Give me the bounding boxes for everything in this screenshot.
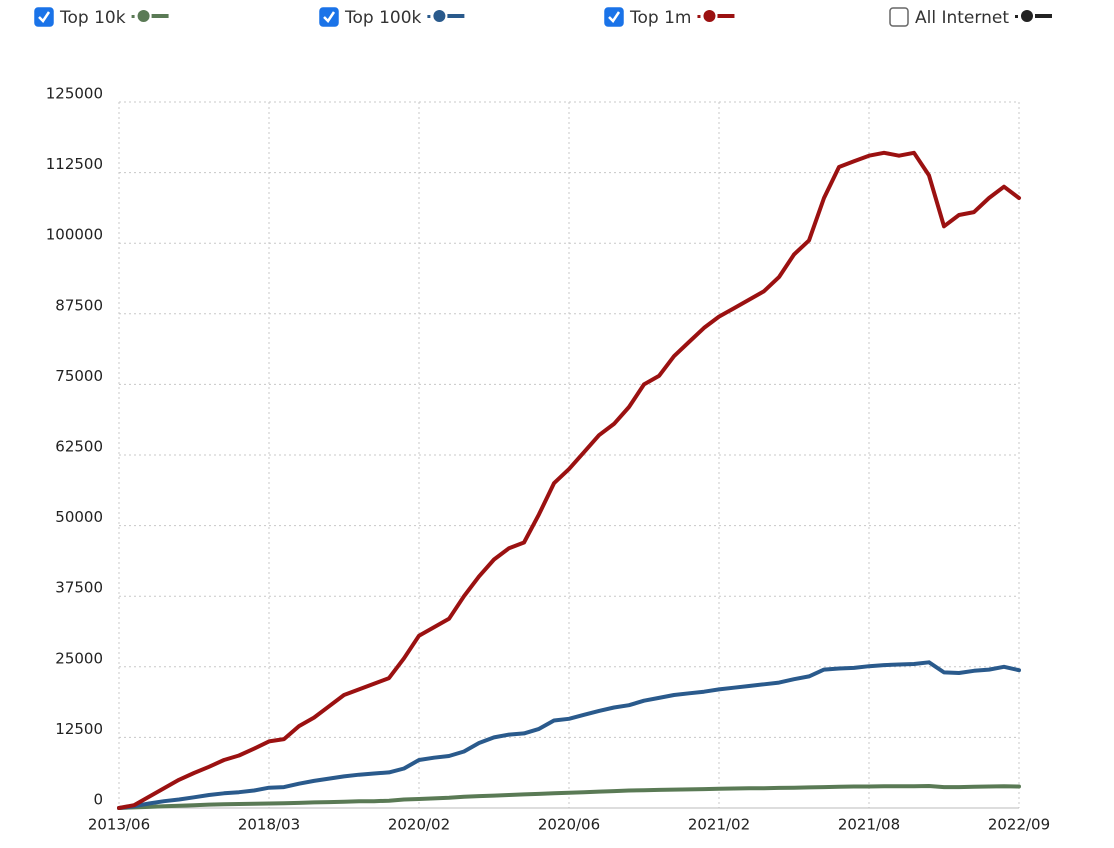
checkbox[interactable] — [889, 7, 909, 27]
x-tick-label: 2018/03 — [238, 816, 300, 834]
y-tick-label: 75000 — [55, 367, 103, 385]
legend-dot — [1014, 15, 1018, 18]
checkmark — [608, 11, 621, 23]
series-line — [117, 784, 1021, 810]
legend-marker — [703, 10, 716, 22]
y-tick-label: 62500 — [55, 438, 103, 456]
legend-dot — [697, 15, 701, 18]
y-tick-label: 100000 — [46, 226, 103, 244]
checkbox[interactable] — [604, 7, 624, 27]
series-line — [117, 150, 1021, 810]
x-tick-label: 2013/06 — [88, 816, 150, 834]
checkbox[interactable] — [319, 7, 339, 27]
legend-label: Top 10k — [59, 8, 126, 28]
legend-marker — [433, 10, 446, 22]
legend-label: Top 100k — [344, 8, 422, 28]
legend-marker — [137, 10, 150, 22]
legend-dot — [131, 15, 135, 18]
checkbox[interactable] — [34, 7, 54, 27]
legend-dot — [427, 15, 431, 18]
y-tick-label: 87500 — [55, 296, 103, 314]
y-tick-label: 0 — [93, 791, 103, 809]
y-tick-label: 25000 — [55, 649, 103, 667]
legend-item[interactable]: All Internet — [889, 7, 1052, 28]
legend-marker — [1020, 10, 1033, 22]
legend-item[interactable]: Top 100k — [319, 7, 465, 28]
x-tick-label: 2020/02 — [388, 816, 450, 834]
checkmark — [323, 11, 336, 23]
y-tick-label: 37500 — [55, 579, 103, 597]
y-tick-label: 112500 — [46, 155, 103, 173]
y-tick-label: 50000 — [55, 508, 103, 526]
x-tick-label: 2022/09 — [988, 816, 1050, 834]
checkmark — [38, 11, 51, 23]
y-tick-label: 125000 — [46, 85, 103, 103]
legend-item[interactable]: Top 10k — [34, 7, 169, 28]
x-tick-label: 2021/08 — [838, 816, 900, 834]
series-line — [117, 660, 1021, 810]
x-tick-label: 2020/06 — [538, 816, 600, 834]
legend-item[interactable]: Top 1m — [604, 7, 735, 28]
x-tick-label: 2021/02 — [688, 816, 750, 834]
legend-label: All Internet — [915, 8, 1009, 28]
y-tick-label: 12500 — [55, 720, 103, 738]
legend-label: Top 1m — [629, 8, 691, 28]
